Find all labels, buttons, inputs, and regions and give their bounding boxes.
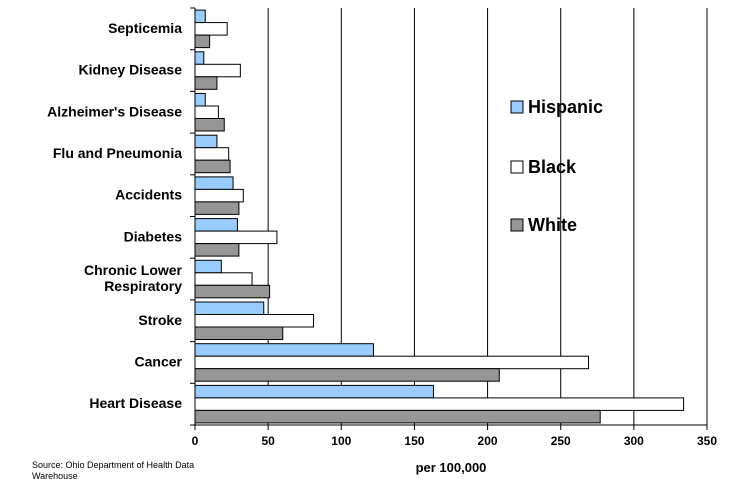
category-label: Accidents	[115, 187, 182, 203]
x-tick-label: 250	[551, 434, 571, 448]
bar-black	[194, 272, 253, 286]
x-tick-label: 200	[478, 434, 498, 448]
category-label: Kidney Disease	[79, 62, 183, 78]
category-label: Cancer	[135, 353, 183, 369]
bar-hispanic	[194, 301, 265, 315]
source-note: Source: Ohio Department of Health Data W…	[32, 460, 195, 479]
legend-label-hispanic: Hispanic	[528, 97, 603, 117]
bar-white	[194, 409, 601, 424]
x-tick-label: 350	[697, 434, 717, 448]
x-tick-label: 100	[331, 434, 351, 448]
legend-swatch-black	[510, 160, 524, 174]
x-tick-label: 50	[261, 434, 275, 448]
legend-label-black: Black	[528, 157, 577, 177]
bar-black	[194, 188, 244, 203]
gridlines	[267, 8, 708, 425]
x-tick-label: 300	[624, 434, 644, 448]
bar-black	[194, 355, 590, 370]
bar-black	[194, 105, 219, 119]
category-label: Septicemia	[108, 20, 182, 36]
bar-white	[194, 76, 218, 90]
x-axis-label: per 100,000	[416, 460, 487, 475]
legend-swatch-white	[510, 218, 524, 232]
bar-black	[194, 314, 314, 328]
bar-black	[194, 230, 278, 245]
legend: Hispanic Black White	[510, 97, 603, 235]
category-label: Alzheimer's Disease	[47, 103, 182, 119]
bar-black	[194, 397, 685, 411]
bar-white	[194, 118, 225, 132]
bar-black	[194, 22, 228, 36]
x-tick-label: 0	[192, 434, 199, 448]
bar-white	[194, 159, 231, 174]
bar-white	[194, 243, 240, 257]
category-label: Stroke	[138, 312, 182, 328]
x-tick-label: 150	[404, 434, 424, 448]
bar-hispanic	[194, 384, 434, 399]
bar-hispanic	[194, 93, 206, 107]
bar-hispanic	[194, 259, 222, 274]
bar-hispanic	[194, 343, 374, 357]
category-label: Flu and Pneumonia	[53, 145, 182, 161]
bar-hispanic	[194, 218, 238, 232]
bars	[194, 9, 685, 424]
bar-white	[194, 326, 284, 340]
bar-white	[194, 34, 211, 49]
bar-hispanic	[194, 9, 206, 24]
category-label: Heart Disease	[89, 395, 182, 411]
bar-black	[194, 147, 230, 161]
legend-label-white: White	[528, 215, 577, 235]
bar-hispanic	[194, 176, 234, 190]
x-tick-labels: 0 50 100 150 200 250 300 350	[192, 434, 718, 448]
bar-white	[194, 201, 240, 215]
bar-hispanic	[194, 134, 218, 149]
bar-black	[194, 63, 241, 78]
bar-white	[194, 368, 500, 382]
category-label: Chronic Lower Respiratory	[84, 262, 183, 294]
category-labels: Septicemia Kidney Disease Alzheimer's Dise…	[47, 20, 182, 411]
bar-hispanic	[194, 51, 205, 65]
legend-swatch-hispanic	[510, 100, 524, 114]
axes	[190, 7, 708, 430]
category-label: Diabetes	[124, 228, 183, 244]
bar-white	[194, 284, 271, 299]
